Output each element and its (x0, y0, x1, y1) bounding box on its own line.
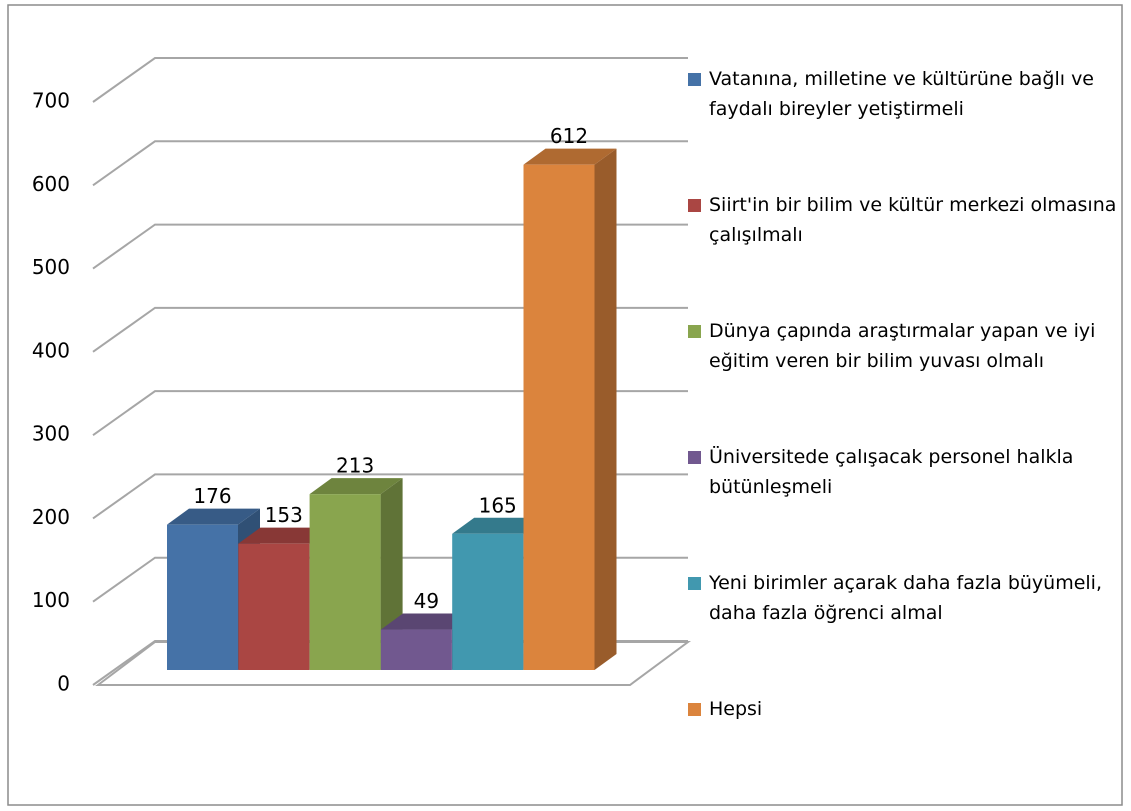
legend-swatch (688, 325, 701, 338)
legend-item: Hepsi (688, 694, 1128, 724)
legend-item: Dünya çapında araştırmalar yapan ve iyi … (688, 316, 1128, 376)
bar (238, 543, 310, 670)
bar (523, 164, 595, 671)
grid-line (92, 57, 688, 103)
y-tick-label: 500 (32, 255, 70, 279)
data-label: 153 (265, 503, 303, 527)
bar-top (523, 148, 617, 165)
legend-label: Vatanına, milletine ve kültürüne bağlı v… (709, 68, 1095, 120)
bar (167, 524, 238, 670)
bar (309, 494, 381, 670)
legend-swatch (688, 199, 701, 212)
bar-top (452, 517, 546, 534)
legend-label: Siirt'in bir bilim ve kültür merkezi olm… (709, 194, 1117, 246)
bar (380, 629, 452, 670)
grid-line (92, 223, 688, 270)
bar-top (167, 508, 260, 525)
bar-top (238, 527, 332, 544)
legend-label: Dünya çapında araştırmalar yapan ve iyi … (709, 320, 1096, 372)
grid-line (92, 390, 688, 436)
bar-top (309, 478, 403, 495)
y-tick-label: 0 (57, 672, 70, 696)
bar-side (594, 148, 617, 671)
y-tick-label: 300 (32, 422, 70, 446)
data-label: 165 (479, 493, 517, 517)
legend-swatch (688, 73, 701, 86)
bar (452, 533, 524, 670)
legend-swatch (688, 577, 701, 590)
legend-item: Vatanına, milletine ve kültürüne bağlı v… (688, 64, 1128, 124)
grid-line (92, 306, 688, 353)
y-tick-label: 700 (32, 89, 70, 113)
data-label: 176 (193, 484, 231, 508)
legend-label: Üniversitede çalışacak personel halkla b… (709, 446, 1074, 498)
legend-label: Hepsi (709, 698, 763, 720)
legend-label: Yeni birimler açarak daha fazla büyümeli… (709, 572, 1102, 624)
data-label: 612 (550, 124, 588, 148)
data-label: 49 (414, 589, 439, 613)
legend-item: Siirt'in bir bilim ve kültür merkezi olm… (688, 190, 1128, 250)
y-tick-label: 600 (32, 172, 70, 196)
grid-line (92, 473, 688, 520)
bar-top (380, 613, 474, 630)
legend-swatch (688, 703, 701, 716)
legend-swatch (688, 451, 701, 464)
y-tick-label: 400 (32, 338, 70, 362)
y-tick-label: 100 (32, 588, 70, 612)
legend-item: Yeni birimler açarak daha fazla büyümeli… (688, 568, 1128, 628)
grid-line (92, 140, 688, 187)
y-tick-label: 200 (32, 505, 70, 529)
data-label: 213 (336, 454, 374, 478)
legend-item: Üniversitede çalışacak personel halkla b… (688, 442, 1128, 502)
